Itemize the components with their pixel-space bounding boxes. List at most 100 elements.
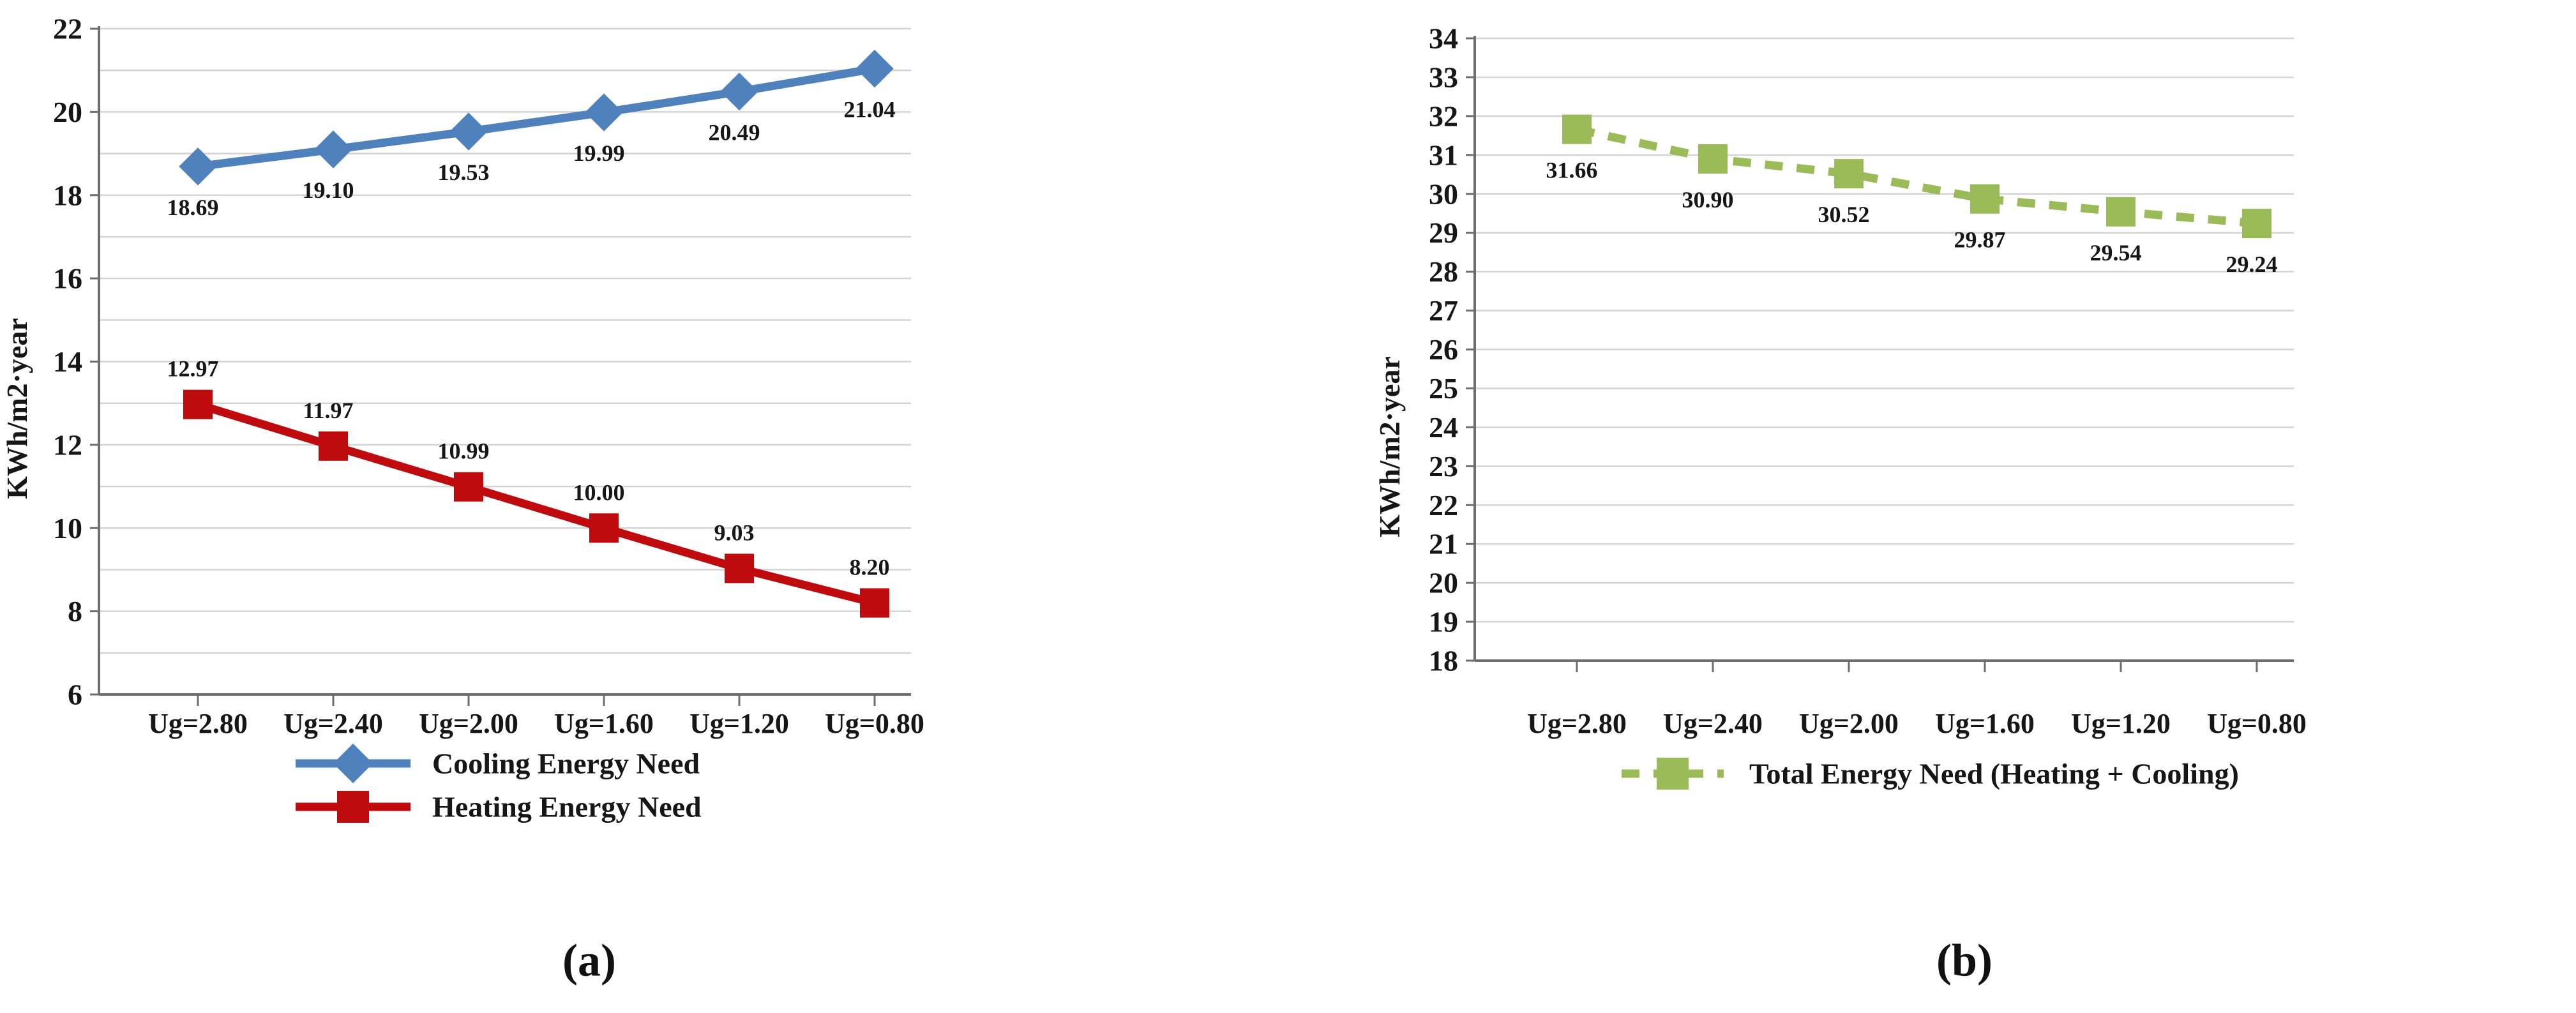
y-tick-label: 10 xyxy=(53,512,82,544)
data-point-marker xyxy=(585,93,623,131)
data-point-marker xyxy=(589,513,619,543)
legend-swatch-marker xyxy=(333,743,373,784)
data-label: 9.03 xyxy=(714,520,755,545)
series-secondary: 12.97 11.97 10.99 10.00 9.03 8.20 xyxy=(167,356,890,618)
x-tick-label: Ug=0.80 xyxy=(2207,708,2307,739)
x-tick-label: Ug=1.20 xyxy=(689,708,789,739)
y-tick-label: 33 xyxy=(1429,61,1458,93)
y-tick-label: 22 xyxy=(53,13,82,45)
legend-swatch-marker xyxy=(1657,758,1689,790)
y-tick-label: 31 xyxy=(1429,139,1458,171)
legend-swatch-marker xyxy=(337,791,369,823)
data-label: 20.49 xyxy=(709,119,760,145)
data-label: 29.87 xyxy=(1954,227,2006,253)
legend-label: Total Energy Need (Heating + Cooling) xyxy=(1749,758,2239,790)
data-label: 19.53 xyxy=(438,160,490,185)
data-point-marker xyxy=(1970,184,2000,214)
x-tick-label: Ug=1.20 xyxy=(2071,708,2171,739)
x-tick-label: Ug=2.80 xyxy=(1527,708,1627,739)
y-tick-label: 25 xyxy=(1429,372,1458,405)
data-label: 30.90 xyxy=(1682,187,1734,213)
data-label: 31.66 xyxy=(1546,158,1598,183)
data-label: 19.10 xyxy=(303,177,354,203)
gridlines xyxy=(1475,37,2294,623)
x-tick-label: Ug=1.60 xyxy=(554,708,654,739)
y-tick-label: 14 xyxy=(53,345,82,378)
x-tick-label: Ug=1.60 xyxy=(1935,708,2035,739)
data-point-marker xyxy=(2106,197,2135,227)
y-tick-label: 18 xyxy=(1429,645,1458,677)
data-point-marker xyxy=(720,72,758,111)
gridlines xyxy=(99,27,911,654)
x-tick-label: Ug=0.80 xyxy=(825,708,924,739)
data-label: 12.97 xyxy=(167,356,219,382)
data-point-marker xyxy=(1698,144,1728,174)
chart-b: 18 19 20 21 22 23 24 25 26 27 28 29 30 31 32 33 34 Ug=2.8… xyxy=(1373,22,2307,790)
series-line xyxy=(197,64,876,171)
y-tick-label: 16 xyxy=(53,262,82,295)
legend-label: Heating Energy Need xyxy=(432,791,702,823)
data-label: 18.69 xyxy=(167,195,219,220)
panel-b-caption: (b) xyxy=(1936,934,1992,986)
data-point-marker xyxy=(454,472,483,502)
x-tick-label: Ug=2.00 xyxy=(419,708,518,739)
y-axis-title: KWh/m2·year xyxy=(1373,356,1406,537)
y-tick-label: 22 xyxy=(1429,489,1458,522)
data-label: 30.52 xyxy=(1818,202,1870,227)
y-axis-labels: 18 19 20 21 22 23 24 25 26 27 28 29 30 31 32 33 34 xyxy=(1429,22,1475,677)
data-label: 21.04 xyxy=(844,97,896,123)
panel-a-caption: (a) xyxy=(562,934,616,986)
legend-label: Cooling Energy Need xyxy=(432,747,700,780)
y-axis-title: KWh/m2·year xyxy=(1,318,33,499)
axes xyxy=(98,26,911,696)
y-tick-label: 30 xyxy=(1429,177,1458,210)
data-point-marker xyxy=(183,389,213,419)
data-point-marker xyxy=(2242,209,2271,239)
x-tick-label: Ug=2.40 xyxy=(1663,708,1763,739)
series-line xyxy=(197,400,876,607)
y-tick-label: 27 xyxy=(1429,294,1458,327)
data-point-marker xyxy=(1562,114,1592,144)
series-primary: 18.69 19.10 19.53 19.99 20.49 21.04 xyxy=(167,49,896,220)
x-tick-label: Ug=2.00 xyxy=(1799,708,1899,739)
x-axis-labels: Ug=2.80 Ug=2.40 Ug=2.00 Ug=1.60 Ug=1.20 Ug=0.… xyxy=(148,694,924,739)
data-point-marker xyxy=(314,130,352,169)
y-tick-label: 20 xyxy=(1429,567,1458,599)
data-label: 8.20 xyxy=(850,555,890,580)
data-point-marker xyxy=(179,147,217,186)
y-tick-label: 19 xyxy=(1429,606,1458,638)
legend: Total Energy Need (Heating + Cooling) xyxy=(1622,758,2239,790)
data-label: 11.97 xyxy=(303,398,353,423)
y-axis-labels: 6 8 10 12 14 16 18 20 22 xyxy=(53,13,99,711)
legend: Cooling Energy Need Heating Energy Need xyxy=(296,743,702,823)
data-point-marker xyxy=(319,431,348,461)
y-tick-label: 6 xyxy=(68,679,82,711)
data-label: 10.00 xyxy=(573,479,625,505)
axes xyxy=(1473,36,2294,662)
y-tick-label: 34 xyxy=(1429,22,1458,55)
data-label: 29.54 xyxy=(2090,240,2142,266)
y-tick-label: 28 xyxy=(1429,255,1458,288)
data-label: 19.99 xyxy=(573,140,625,166)
x-axis-labels: Ug=2.80 Ug=2.40 Ug=2.00 Ug=1.60 Ug=1.20 Ug=0.… xyxy=(1527,661,2307,739)
x-tick-label: Ug=2.80 xyxy=(148,708,248,739)
series-line xyxy=(1576,125,2257,228)
data-point-marker xyxy=(860,588,889,618)
y-tick-label: 20 xyxy=(53,96,82,128)
data-point-marker xyxy=(1834,159,1864,189)
series-primary: 31.66 30.90 30.52 29.87 29.54 29.24 xyxy=(1546,114,2278,277)
y-tick-label: 32 xyxy=(1429,100,1458,132)
y-tick-label: 23 xyxy=(1429,450,1458,483)
y-tick-label: 26 xyxy=(1429,333,1458,366)
data-point-marker xyxy=(449,112,488,151)
y-tick-label: 18 xyxy=(53,179,82,211)
data-label: 10.99 xyxy=(438,439,490,464)
y-tick-label: 29 xyxy=(1429,216,1458,249)
data-point-marker xyxy=(855,49,894,88)
y-tick-label: 24 xyxy=(1429,411,1458,444)
x-tick-label: Ug=2.40 xyxy=(283,708,383,739)
y-tick-label: 8 xyxy=(68,595,82,627)
y-tick-label: 21 xyxy=(1429,528,1458,560)
